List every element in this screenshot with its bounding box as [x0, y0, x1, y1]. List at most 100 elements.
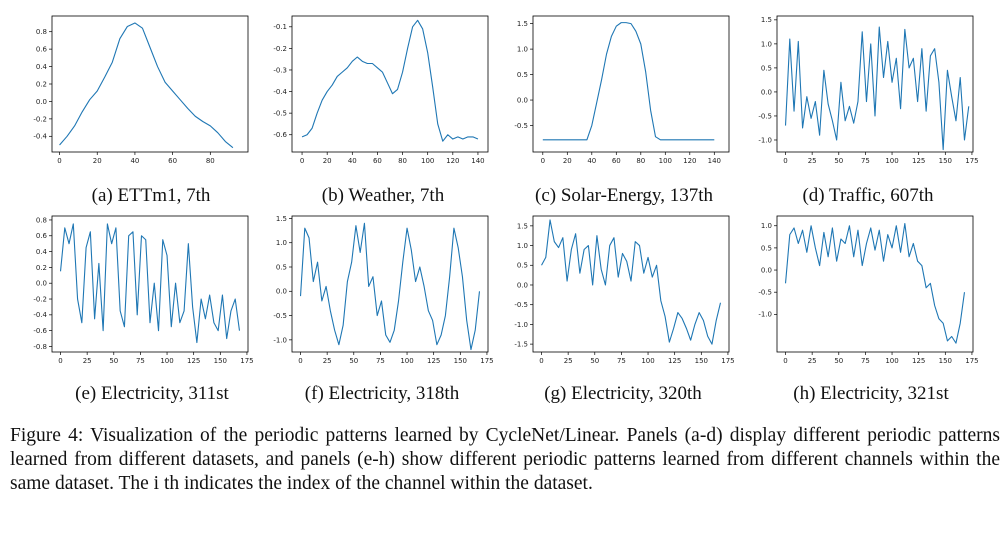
y-tick-label: 0.4: [36, 63, 48, 71]
y-tick-label: -0.4: [33, 311, 47, 319]
x-tick-label: 150: [939, 357, 952, 365]
x-tick-label: 125: [668, 357, 681, 365]
y-tick-label: -1.0: [758, 136, 772, 144]
x-tick-label: 60: [373, 157, 382, 165]
y-tick-label: -0.5: [758, 289, 772, 297]
y-tick-label: 0.5: [761, 64, 772, 72]
y-tick-label: 0.6: [36, 46, 48, 54]
x-tick-label: 20: [563, 157, 572, 165]
y-tick-label: 1.5: [517, 20, 528, 28]
x-tick-label: 100: [421, 157, 434, 165]
x-tick-label: 0: [783, 357, 787, 365]
x-tick-label: 0: [57, 157, 61, 165]
y-tick-label: 1.5: [517, 222, 528, 230]
x-tick-label: 125: [912, 157, 925, 165]
x-tick-label: 175: [721, 357, 734, 365]
y-tick-label: 1.0: [761, 222, 772, 230]
series-line-c: [542, 22, 715, 141]
x-tick-label: 0: [300, 157, 304, 165]
panel-e: 0 25 50 75 100 125 150 175 -0.8 -0.6 -0.4 -0.2 0.0 0.…: [33, 215, 254, 365]
x-tick-label: 25: [323, 357, 332, 365]
x-tick-label: 120: [446, 157, 459, 165]
x-tick-label: 40: [587, 157, 596, 165]
x-tick-label: 80: [398, 157, 407, 165]
y-tick-label: 0.2: [36, 264, 47, 272]
x-tick-label: 175: [480, 357, 493, 365]
x-tick-label: 0: [541, 157, 545, 165]
x-tick-label: 40: [348, 157, 357, 165]
y-tick-label: -0.4: [273, 88, 287, 96]
x-tick-label: 125: [427, 357, 440, 365]
series-line-g: [541, 219, 722, 345]
y-tick-label: 0.5: [517, 71, 528, 79]
panel-d: 0 25 50 75 100 125 150 175 -1.0 -0.5 0.0 0.5 1.0 1.5: [758, 15, 979, 165]
y-tick-label: 1.0: [761, 40, 772, 48]
y-tick-label: 0.2: [36, 80, 47, 88]
x-tick-label: 80: [206, 157, 215, 165]
y-tick-label: 0.5: [517, 262, 528, 270]
y-tick-label: 0.8: [36, 28, 47, 36]
x-tick-label: 20: [93, 157, 102, 165]
series-line-h: [784, 222, 966, 344]
panel-d-caption: (d) Traffic, 607th: [802, 185, 934, 206]
x-tick-label: 50: [109, 357, 118, 365]
axes-frame: [532, 215, 730, 353]
y-tick-label: -0.5: [758, 112, 772, 120]
x-tick-label: 175: [240, 357, 253, 365]
y-tick-label: 0.4: [36, 248, 48, 256]
y-tick-label: 0.0: [761, 88, 772, 96]
figure-caption: Figure 4: Visualization of the periodic …: [10, 425, 1000, 494]
y-tick-label: 0.5: [276, 263, 287, 271]
y-tick-label: -1.5: [514, 341, 528, 349]
x-tick-label: 20: [323, 157, 332, 165]
panel-e-caption: (e) Electricity, 311st: [75, 383, 229, 404]
series-line-b: [301, 19, 479, 142]
y-tick-label: -0.6: [273, 131, 287, 139]
x-tick-label: 120: [683, 157, 696, 165]
x-tick-label: 50: [349, 357, 358, 365]
panel-f: 0 25 50 75 100 125 150 175 -1.0 -0.5 0.0 0.5 1.0 1.5: [273, 215, 493, 365]
x-tick-label: 80: [636, 157, 645, 165]
y-tick-label: -0.5: [514, 122, 528, 130]
figure-panels: 0 20 40 60 80 -0.4 -0.2 0.0 0.2 0.4 0.6 0.8 0 20 40 60 8…: [33, 15, 979, 365]
y-tick-label: 0.0: [36, 98, 47, 106]
x-tick-label: 175: [965, 357, 978, 365]
x-tick-label: 140: [471, 157, 484, 165]
y-tick-label: -0.1: [273, 23, 287, 31]
x-tick-label: 25: [564, 357, 573, 365]
x-tick-label: 25: [808, 157, 817, 165]
panel-b: 0 20 40 60 80 100 120 140 -0.6 -0.5 -0.4 -0.3 -0.2 -0…: [273, 15, 489, 165]
y-tick-label: 0.0: [276, 288, 287, 296]
x-tick-label: 150: [214, 357, 227, 365]
series-line-d: [784, 26, 970, 151]
y-tick-label: 1.0: [517, 242, 528, 250]
x-tick-label: 125: [912, 357, 925, 365]
y-tick-label: 1.5: [761, 16, 772, 24]
y-tick-label: -0.3: [273, 66, 287, 74]
x-tick-label: 150: [939, 157, 952, 165]
axes-frame: [291, 15, 489, 153]
panel-f-caption: (f) Electricity, 318th: [304, 383, 460, 404]
x-tick-label: 150: [695, 357, 708, 365]
y-tick-label: -0.6: [33, 327, 47, 335]
panel-h-caption: (h) Electricity, 321st: [793, 383, 949, 404]
y-tick-label: -0.5: [514, 301, 528, 309]
x-tick-label: 75: [617, 357, 626, 365]
panel-h: 0 25 50 75 100 125 150 175 -1.0 -0.5 0.0 0.5 1.0: [758, 215, 979, 365]
x-tick-label: 40: [130, 157, 139, 165]
y-tick-label: -1.0: [273, 336, 287, 344]
y-tick-label: 1.5: [276, 215, 287, 223]
axes-frame: [51, 15, 249, 153]
y-tick-label: 0.6: [36, 232, 48, 240]
x-tick-label: 50: [590, 357, 599, 365]
axes-frame: [51, 215, 249, 353]
x-tick-label: 100: [160, 357, 173, 365]
panel-c: 0 20 40 60 80 100 120 140 -0.5 0.0 0.5 1.0 1.5: [514, 15, 730, 165]
x-tick-label: 60: [168, 157, 177, 165]
x-tick-label: 0: [58, 357, 62, 365]
y-tick-label: -0.2: [33, 115, 47, 123]
x-tick-label: 100: [885, 157, 898, 165]
x-tick-label: 25: [808, 357, 817, 365]
x-tick-label: 50: [834, 357, 843, 365]
panel-g: 0 25 50 75 100 125 150 175 -1.5 -1.0 -0.5 0.0 0.5 1.0…: [514, 215, 735, 365]
